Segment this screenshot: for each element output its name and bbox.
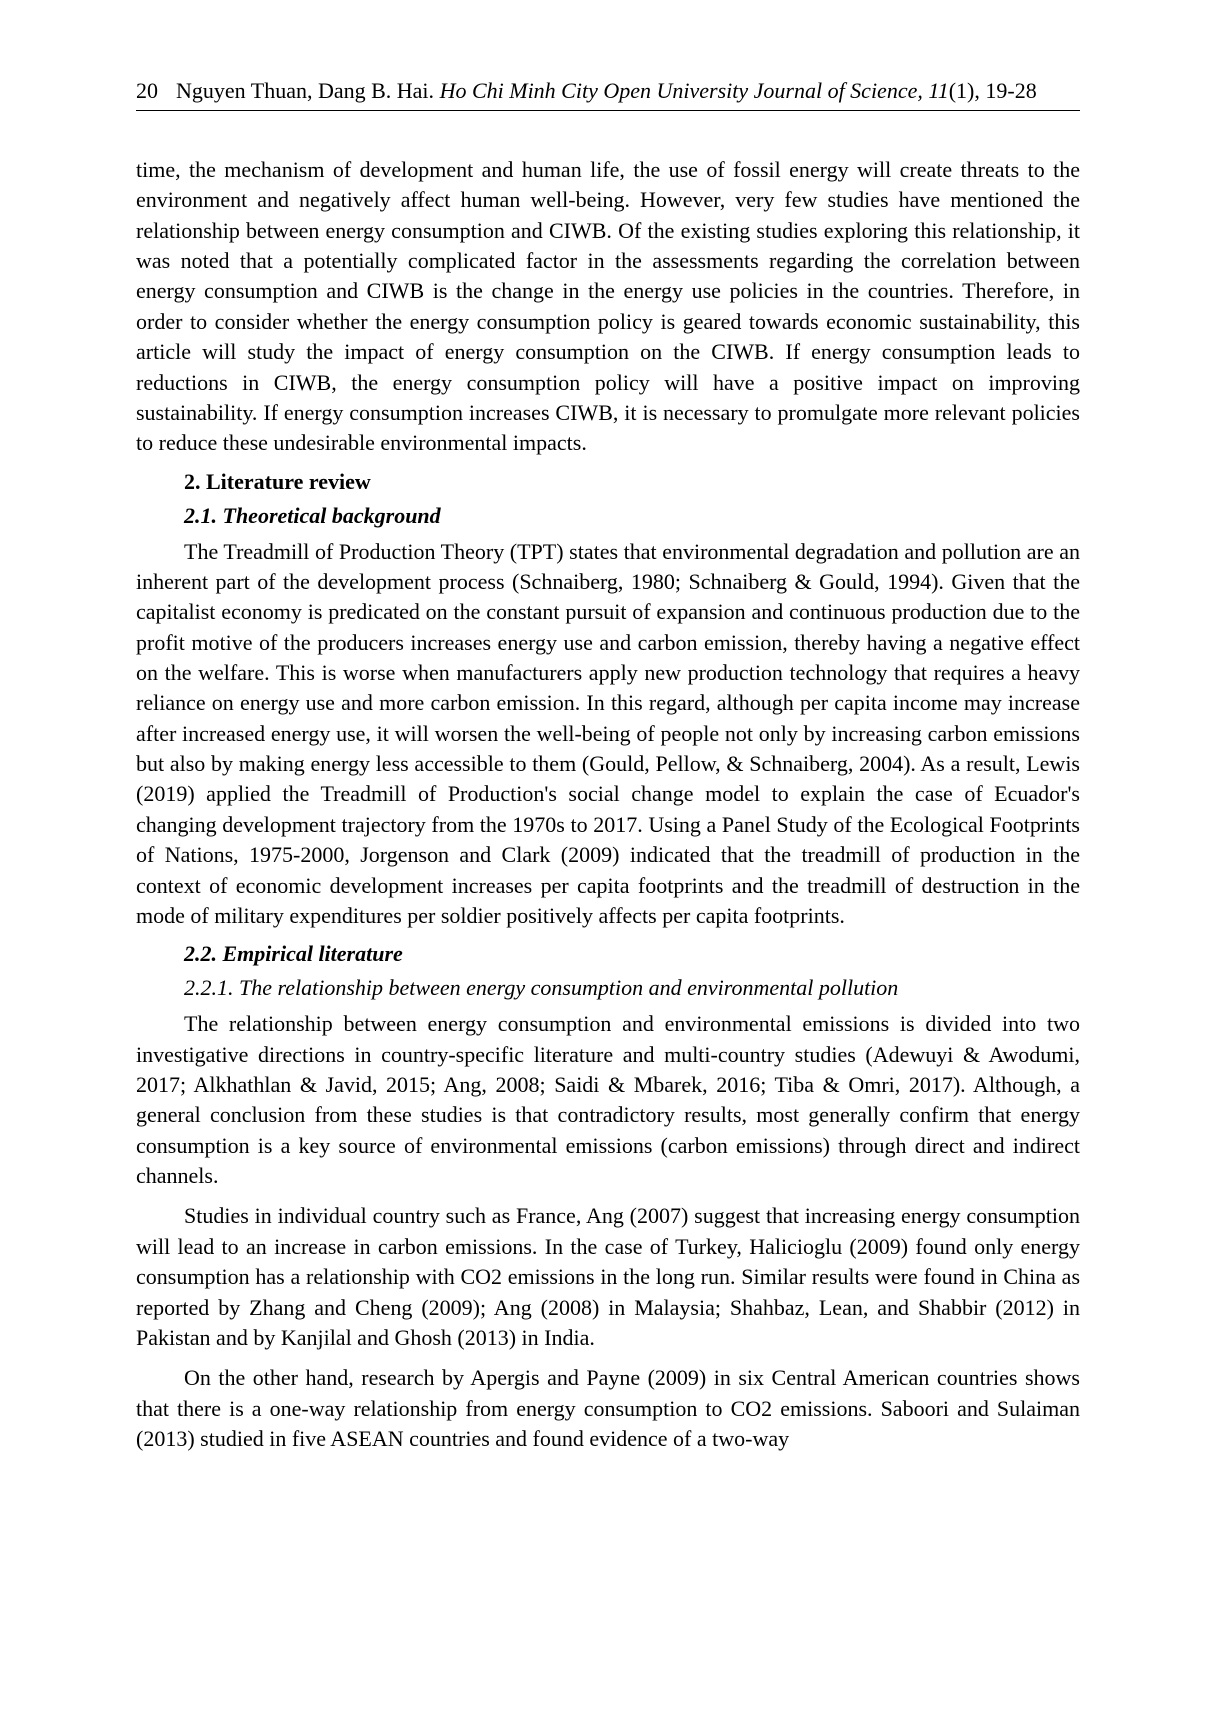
paragraph-empirical-3: On the other hand, research by Apergis a… — [136, 1363, 1080, 1454]
paragraph-empirical-1: The relationship between energy consumpt… — [136, 1009, 1080, 1191]
subsection-heading-2-2: 2.2. Empirical literature — [184, 941, 1080, 967]
head-authors: Nguyen Thuan, Dang B. Hai. — [176, 78, 440, 103]
paragraph-theoretical: The Treadmill of Production Theory (TPT)… — [136, 537, 1080, 932]
running-head-text: Nguyen Thuan, Dang B. Hai. Ho Chi Minh C… — [176, 78, 1037, 104]
paragraph-empirical-2: Studies in individual country such as Fr… — [136, 1201, 1080, 1353]
head-issue: (1), 19-28 — [949, 78, 1037, 103]
subsubsection-heading-2-2-1: 2.2.1. The relationship between energy c… — [184, 975, 1080, 1001]
running-head: 20 Nguyen Thuan, Dang B. Hai. Ho Chi Min… — [136, 78, 1080, 111]
paragraph-continued: time, the mechanism of development and h… — [136, 155, 1080, 459]
section-heading-2: 2. Literature review — [184, 469, 1080, 495]
page-number: 20 — [136, 78, 158, 104]
subsection-heading-2-1: 2.1. Theoretical background — [184, 503, 1080, 529]
head-journal: Ho Chi Minh City Open University Journal… — [440, 78, 949, 103]
page: 20 Nguyen Thuan, Dang B. Hai. Ho Chi Min… — [0, 0, 1210, 1556]
